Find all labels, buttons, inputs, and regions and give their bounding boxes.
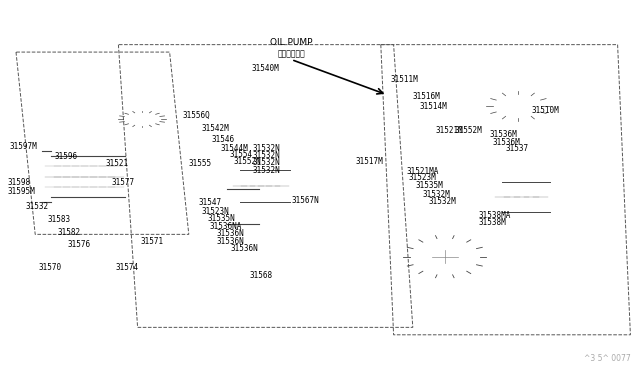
Text: 31544M: 31544M (221, 144, 248, 153)
Text: 31521: 31521 (106, 159, 129, 168)
Text: 31532: 31532 (26, 202, 49, 211)
Text: 31552N: 31552N (234, 157, 261, 166)
Text: 31521MA: 31521MA (406, 167, 439, 176)
Text: 31510M: 31510M (531, 106, 559, 115)
Text: OIL PUMP: OIL PUMP (270, 38, 312, 47)
Text: 31536M: 31536M (493, 138, 520, 147)
Text: 31540M: 31540M (252, 64, 280, 73)
Text: 31546: 31546 (211, 135, 234, 144)
Text: 31532N: 31532N (253, 151, 280, 160)
Text: 31516M: 31516M (413, 92, 440, 101)
Text: 31555: 31555 (189, 159, 212, 168)
Text: 31583: 31583 (48, 215, 71, 224)
Text: 31532N: 31532N (253, 166, 280, 175)
Text: 31535N: 31535N (208, 214, 236, 223)
Text: 31521M: 31521M (435, 126, 463, 135)
Text: 31532N: 31532N (253, 158, 280, 167)
Text: 31514M: 31514M (419, 102, 447, 110)
Text: 31597M: 31597M (10, 142, 37, 151)
Text: 31568: 31568 (250, 271, 273, 280)
Polygon shape (557, 190, 560, 193)
Text: 31582: 31582 (58, 228, 81, 237)
Text: 31595M: 31595M (8, 187, 35, 196)
Text: 31567N: 31567N (291, 196, 319, 205)
Text: 31532N: 31532N (253, 144, 280, 153)
Text: 31538MA: 31538MA (479, 211, 511, 219)
Text: 31517M: 31517M (355, 157, 383, 166)
Text: 31571: 31571 (141, 237, 164, 246)
Text: 31536N: 31536N (216, 229, 244, 238)
Text: 31570: 31570 (38, 263, 61, 272)
Text: 31532M: 31532M (429, 197, 456, 206)
Text: 31554: 31554 (229, 150, 252, 159)
Text: 31511M: 31511M (390, 76, 418, 84)
Text: 31598: 31598 (8, 178, 31, 187)
Text: 31596: 31596 (54, 152, 77, 161)
Text: ^3 5^ 0077: ^3 5^ 0077 (584, 354, 630, 363)
Text: 31556Q: 31556Q (182, 111, 210, 120)
Text: オイルポンプ: オイルポンプ (277, 49, 305, 58)
Text: 31577: 31577 (112, 178, 135, 187)
Text: 31542M: 31542M (202, 124, 229, 133)
Text: 31536NA: 31536NA (210, 222, 243, 231)
Text: 31574: 31574 (115, 263, 138, 272)
Text: 31576: 31576 (67, 240, 90, 249)
Text: 31536N: 31536N (230, 244, 258, 253)
Text: 31538M: 31538M (479, 218, 506, 227)
Text: 31537: 31537 (506, 144, 529, 153)
Text: 31532M: 31532M (422, 190, 450, 199)
Text: 31523N: 31523N (202, 207, 229, 216)
Text: 31523M: 31523M (408, 173, 436, 182)
Text: 31547: 31547 (198, 198, 221, 207)
Text: 31552M: 31552M (454, 126, 482, 135)
Text: 31536N: 31536N (216, 237, 244, 246)
Text: 31536M: 31536M (490, 130, 517, 139)
Text: 31535M: 31535M (416, 182, 444, 190)
